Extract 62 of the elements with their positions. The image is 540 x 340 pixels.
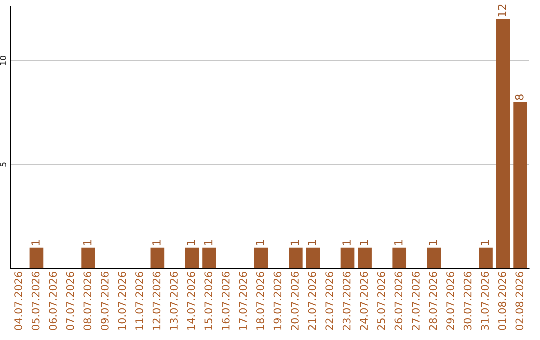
x-tick-label: 05.07.2026 bbox=[32, 272, 40, 330]
x-tick-label: 26.07.2026 bbox=[394, 272, 403, 330]
x-tick-label: 09.07.2026 bbox=[100, 272, 109, 330]
data-label: 1 bbox=[480, 240, 490, 246]
data-label: 1 bbox=[360, 240, 368, 246]
y-tick-label: 10 bbox=[0, 56, 6, 66]
data-label: 1 bbox=[204, 240, 213, 246]
x-tick-label: 27.07.2026 bbox=[412, 272, 420, 330]
bar bbox=[150, 248, 165, 269]
y-tick-label: 5 bbox=[0, 162, 6, 167]
x-tick-label: 31.07.2026 bbox=[481, 272, 490, 330]
bar bbox=[392, 248, 407, 269]
x-tick-label: 28.07.2026 bbox=[429, 272, 438, 330]
data-label: 1 bbox=[32, 240, 40, 246]
x-tick-label: 14.07.2026 bbox=[187, 272, 196, 330]
x-tick-label: 19.07.2026 bbox=[274, 272, 282, 330]
bar bbox=[340, 248, 355, 269]
bar bbox=[306, 248, 320, 269]
x-tick-label: 29.07.2026 bbox=[446, 272, 454, 330]
x-tick-label: 22.07.2026 bbox=[326, 272, 334, 330]
x-tick-label: 13.07.2026 bbox=[170, 272, 178, 330]
data-label: 1 bbox=[290, 240, 299, 246]
bar bbox=[185, 248, 200, 269]
x-tick-label: 24.07.2026 bbox=[360, 272, 368, 330]
x-tick-label: 07.07.2026 bbox=[66, 272, 74, 330]
x-tick-label: 30.07.2026 bbox=[464, 272, 472, 330]
x-tick-label: 01.08.2026 bbox=[498, 272, 506, 330]
x-tick-label: 16.07.2026 bbox=[222, 272, 230, 330]
data-label: 1 bbox=[187, 240, 196, 246]
bar bbox=[289, 248, 303, 269]
x-tick-label: 23.07.2026 bbox=[342, 272, 351, 330]
bar bbox=[82, 248, 96, 269]
x-tick-label: 12.07.2026 bbox=[152, 272, 161, 330]
data-label: 1 bbox=[152, 240, 161, 246]
x-tick-label: 08.07.2026 bbox=[84, 272, 92, 330]
x-tick-label: 04.07.2026 bbox=[14, 272, 22, 330]
x-tick-label: 11.07.2026 bbox=[136, 272, 144, 330]
bar bbox=[496, 19, 510, 269]
bar bbox=[30, 248, 44, 269]
x-tick-label: 20.07.2026 bbox=[291, 272, 299, 330]
bar bbox=[427, 248, 442, 269]
data-label: 1 bbox=[342, 240, 351, 246]
bar bbox=[202, 248, 216, 269]
data-label: 8 bbox=[515, 94, 524, 100]
x-tick-label: 15.07.2026 bbox=[204, 272, 213, 330]
data-label: 1 bbox=[308, 240, 316, 246]
data-label: 1 bbox=[394, 240, 403, 246]
x-tick-label: 17.07.2026 bbox=[239, 272, 248, 330]
bar bbox=[514, 102, 528, 269]
data-label: 1 bbox=[429, 240, 438, 246]
bar bbox=[254, 248, 268, 269]
data-label: 1 bbox=[84, 240, 92, 246]
x-tick-label: 25.07.2026 bbox=[377, 272, 386, 330]
bar bbox=[358, 248, 372, 269]
bar bbox=[479, 248, 493, 269]
data-label: 1 bbox=[256, 240, 264, 246]
x-tick-label: 18.07.2026 bbox=[256, 272, 264, 330]
data-label: 12 bbox=[498, 4, 506, 17]
x-tick-label: 10.07.2026 bbox=[118, 272, 126, 330]
x-tick-label: 06.07.2026 bbox=[49, 272, 58, 330]
x-tick-label: 02.08.2026 bbox=[516, 272, 524, 330]
x-tick-label: 21.07.2026 bbox=[308, 272, 316, 330]
